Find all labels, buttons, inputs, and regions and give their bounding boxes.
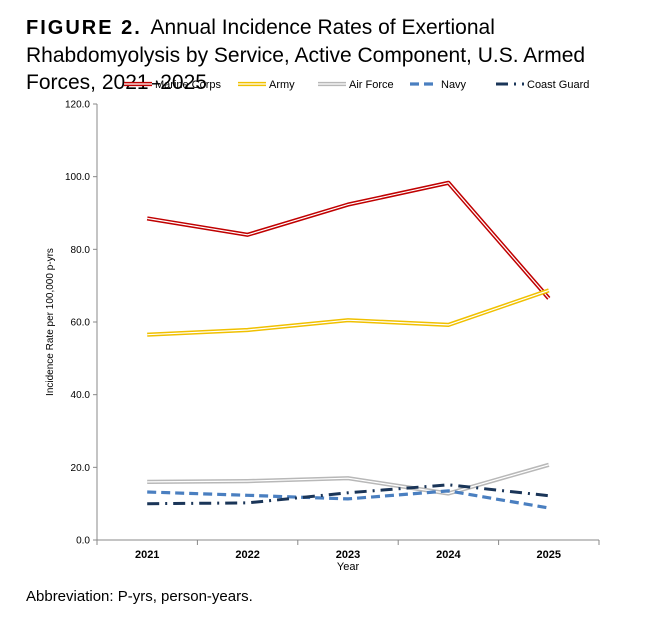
y-tick-label: 100.0 <box>65 172 90 183</box>
y-tick-label: 20.0 <box>71 463 91 474</box>
x-tick-label: 2022 <box>235 549 259 561</box>
series-coast-guard-line <box>147 483 549 506</box>
series-air-force <box>147 462 550 496</box>
legend-label: Army <box>269 79 295 91</box>
legend-label: Air Force <box>349 79 394 91</box>
legend-label: Coast Guard <box>527 79 589 91</box>
legend-item-marine-corps: Marine Corps <box>124 79 222 91</box>
legend-item-air-force: Air Force <box>318 79 394 91</box>
y-tick-label: 60.0 <box>71 318 91 329</box>
y-axis-label: Incidence Rate per 100,000 p-yrs <box>45 248 56 396</box>
figure-title: FIGURE 2. Annual Incidence Rates of Exer… <box>26 14 626 96</box>
figure-title-text: Annual Incidence Rates of Exertional Rha… <box>26 16 586 94</box>
legend-item-coast-guard: Coast Guard <box>496 79 589 91</box>
legend-label: Navy <box>441 79 467 91</box>
x-axis-label: Year <box>337 561 360 573</box>
y-tick-label: 0.0 <box>76 536 90 547</box>
x-tick-label: 2025 <box>537 549 561 561</box>
series-navy <box>147 489 550 510</box>
y-tick-label: 80.0 <box>71 245 91 256</box>
legend-item-army: Army <box>238 79 295 91</box>
axes: 0.0 20.0 40.0 60.0 80.0 100.0 120.0 2021 2022 202… <box>65 100 600 561</box>
series-lines <box>146 180 551 510</box>
legend-label: Marine Corps <box>155 79 222 91</box>
series-air-force-inner <box>147 464 549 495</box>
figure-label: FIGURE 2. <box>26 17 142 39</box>
y-tick-label: 40.0 <box>71 390 91 401</box>
series-coast-guard <box>147 483 549 506</box>
x-tick-label: 2021 <box>135 549 159 561</box>
x-tick-label: 2024 <box>436 549 461 561</box>
series-army <box>147 288 550 337</box>
y-tick-label: 120.0 <box>65 100 90 111</box>
series-marine-corps <box>146 180 551 300</box>
series-marine-corps-inner <box>147 182 550 299</box>
series-army-outer <box>147 288 550 337</box>
legend: Marine Corps Army Air Force Navy Coast Guard <box>124 79 589 91</box>
series-marine-corps-outer <box>146 180 551 300</box>
series-navy-line <box>147 489 550 510</box>
legend-item-navy: Navy <box>410 79 467 91</box>
series-army-inner <box>147 289 549 336</box>
footnote: Abbreviation: P-yrs, person-years. <box>26 588 253 605</box>
x-tick-label: 2023 <box>336 549 360 561</box>
